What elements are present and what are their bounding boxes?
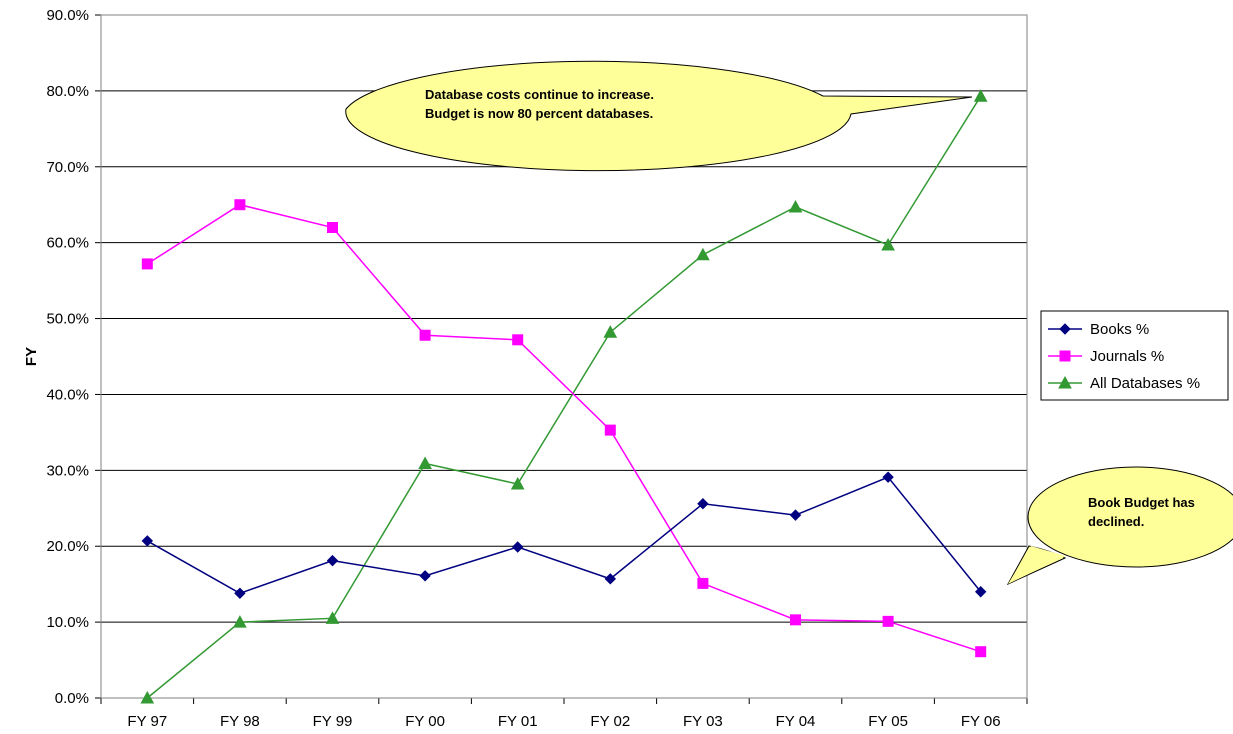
series — [140, 89, 988, 704]
y-tick-label: 40.0% — [46, 386, 89, 403]
data-point — [233, 615, 247, 628]
x-tick-label: FY 00 — [405, 713, 445, 730]
data-point — [419, 329, 431, 341]
data-point — [604, 573, 617, 585]
data-point — [881, 237, 895, 251]
callout-database-costs-bubble — [345, 60, 973, 172]
y-tick-label: 90.0% — [46, 7, 89, 24]
legend-label: All Databases % — [1090, 375, 1200, 392]
data-point — [882, 471, 894, 483]
data-point — [510, 476, 525, 490]
legend-marker — [1058, 375, 1072, 389]
data-point — [234, 199, 246, 211]
legend-label: Journals % — [1090, 348, 1164, 365]
y-tick-label: 80.0% — [46, 83, 89, 100]
data-point — [511, 541, 524, 553]
x-tick-label: FY 99 — [313, 713, 353, 730]
legend-item: Journals % — [1048, 348, 1164, 365]
x-tick-label: FY 97 — [127, 713, 167, 730]
x-tick-label: FY 04 — [776, 713, 816, 730]
callout-database-costs-line-1: Database costs continue to increase. — [425, 87, 654, 102]
y-tick-label: 60.0% — [46, 235, 89, 252]
y-axis-title: FY — [23, 347, 40, 366]
y-tick-label: 30.0% — [46, 462, 89, 479]
callout-book-budget-line-2: declined. — [1088, 514, 1144, 529]
data-point — [696, 247, 710, 261]
series-line — [146, 476, 982, 595]
data-point — [790, 614, 801, 626]
data-point — [697, 577, 709, 589]
data-point — [604, 424, 616, 436]
data-point — [418, 456, 432, 470]
data-point — [882, 615, 894, 627]
callout-book-budget-line-1: Book Budget has — [1088, 495, 1195, 510]
y-tick-label: 50.0% — [46, 311, 89, 328]
data-point — [327, 221, 338, 233]
legend-item: All Databases % — [1048, 375, 1200, 392]
data-point — [325, 611, 340, 624]
data-point — [974, 586, 987, 598]
y-tick-label: 20.0% — [46, 538, 89, 555]
data-point — [140, 690, 155, 704]
legend-marker — [1059, 323, 1071, 335]
x-axis-tick-labels: FY 97 FY 98 FY 99 FY 00 FY 01 FY 02 FY 03 FY 04… — [100, 698, 1028, 730]
x-tick-label: FY 06 — [961, 713, 1001, 730]
callout-book-budget-ellipse — [1027, 466, 1233, 568]
x-tick-label: FY 01 — [498, 713, 538, 730]
series-line — [146, 203, 981, 653]
data-point — [326, 554, 339, 567]
data-point — [973, 89, 988, 102]
data-point — [141, 258, 153, 270]
callout-database-costs: Database costs continue to increase. Bud… — [345, 60, 973, 172]
plot-area-border — [100, 14, 1028, 699]
data-point — [141, 535, 154, 547]
x-tick-label: FY 03 — [683, 713, 723, 730]
legend-label: Books % — [1090, 321, 1149, 338]
data-point — [697, 498, 709, 510]
legend: Books % Journals % All Databases % — [1040, 310, 1229, 401]
series-2 — [140, 89, 988, 704]
data-point — [603, 325, 618, 338]
data-point — [419, 570, 431, 582]
x-tick-label: FY 02 — [590, 713, 630, 730]
legend-item: Books % — [1048, 321, 1149, 338]
series-1 — [141, 199, 987, 658]
callout-book-budget: Book Budget has declined. — [1006, 466, 1233, 586]
data-point — [234, 587, 246, 599]
legend-marker — [1059, 350, 1071, 362]
y-tick-label: 0.0% — [55, 690, 89, 707]
series-line — [146, 95, 982, 699]
callout-database-costs-line-2: Budget is now 80 percent databases. — [425, 106, 653, 121]
data-point — [788, 199, 803, 213]
data-point — [512, 334, 524, 346]
y-axis-tick-labels: 0.0% 10.0% 20.0% 30.0% 40.0% 50.0% 60.0% 70.0% 8… — [46, 7, 101, 707]
y-tick-label: 70.0% — [46, 159, 89, 176]
data-point — [975, 646, 987, 658]
x-tick-label: FY 98 — [220, 713, 260, 730]
callout-book-budget-tail-fill — [1008, 546, 1066, 584]
x-tick-label: FY 05 — [868, 713, 908, 730]
y-tick-label: 10.0% — [46, 614, 89, 631]
data-point — [789, 509, 802, 521]
series-0 — [141, 471, 987, 599]
